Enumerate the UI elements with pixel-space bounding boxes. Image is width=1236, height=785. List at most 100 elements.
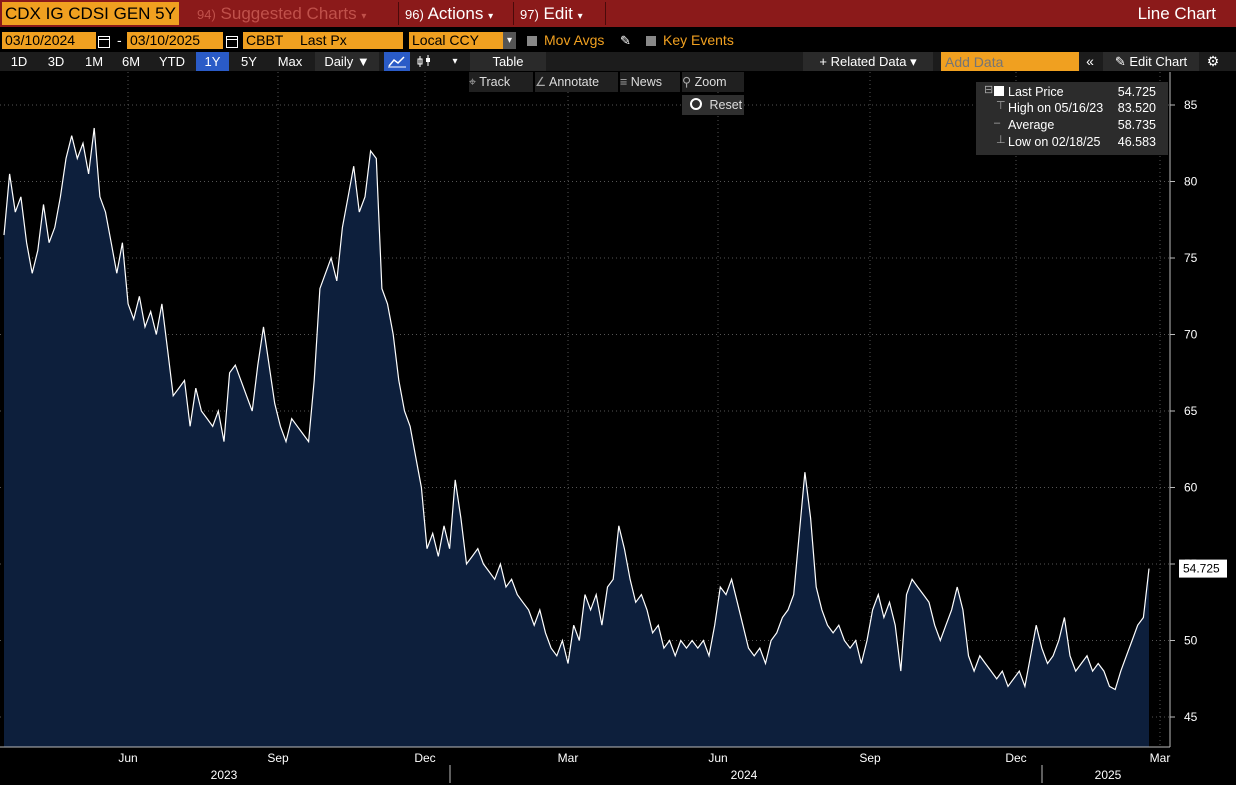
gear-icon[interactable]: ⚙ [1206,53,1220,69]
low-marker-icon: ⊥ [996,134,1006,146]
suggested-charts-menu[interactable]: 94) Suggested Charts ▾ [192,2,371,25]
pencil-icon[interactable]: ✎ [620,33,631,48]
title-bar [0,0,1236,27]
view-title: Line Chart [1137,4,1216,23]
actions-label: Actions [427,4,484,23]
actions-menu[interactable]: 96) Actions ▾ [400,2,498,25]
reset-icon [690,98,702,110]
date-separator: - [117,32,122,48]
news-tool[interactable]: ≡ News [620,72,680,92]
key-events-checkbox[interactable] [646,36,656,46]
chevron-down-icon: ▾ [361,11,367,22]
suggested-charts-number: 94) [197,7,216,22]
period-1m[interactable]: 1M [84,54,104,69]
calendar-icon[interactable] [98,36,110,48]
legend-avg-label: Average [1008,118,1055,132]
end-date-field[interactable]: 03/10/2025 [127,32,223,49]
legend-high-label: High on 05/16/23 [1008,101,1104,115]
legend-low-label: Low on 02/18/25 [1008,135,1101,149]
x-year-label: 2025 [1095,768,1122,782]
y-tick-label: 45 [1184,710,1198,724]
period-1d[interactable]: 1D [10,54,28,69]
legend-low: ⊥ Low on 02/18/25 46.583 [976,134,1168,150]
last-value-tag-label: 54.725 [1183,562,1220,576]
x-month-label: Dec [1005,751,1026,765]
legend-swatch[interactable] [994,86,1004,96]
x-month-label: Mar [1150,751,1171,765]
candlestick-icon[interactable] [412,52,436,71]
header-divider [398,2,399,25]
x-year-label: 2024 [731,768,758,782]
period-1y[interactable]: 1Y [196,52,229,71]
start-date-field[interactable]: 03/10/2024 [2,32,96,49]
search-icon: ⚲ [682,75,692,89]
period-max[interactable]: Max [277,54,303,69]
table-button[interactable]: Table [470,52,546,71]
y-tick-label: 85 [1184,98,1198,112]
x-axis: Jun Sep Dec Mar Jun Sep Dec Mar 2023 2024 2025 [0,746,1171,783]
header-divider [513,2,514,25]
actions-number: 96) [405,7,424,22]
last-value-tag [1179,559,1227,578]
legend-last-value: 54.725 [1117,85,1156,99]
chevron-down-icon[interactable]: ▾ [452,56,458,67]
x-month-label: Mar [558,751,579,765]
legend-last-price: ⊟ Last Price 54.725 [976,84,1168,100]
key-events-label[interactable]: Key Events [663,32,734,48]
y-axis: 45505560657075808554.725 [1169,72,1227,747]
legend-high-value: 83.520 [1117,101,1156,115]
pricing-source-field[interactable]: CBBT [243,32,297,49]
annotate-label: Annotate [549,75,600,89]
average-marker-icon: – [994,117,1001,129]
chevron-down-icon[interactable]: ▾ [503,32,516,49]
suggested-charts-label: Suggested Charts [220,4,357,23]
zoom-tool[interactable]: ⚲ Zoom [682,72,744,92]
price-area-fill [4,128,1149,747]
add-data-input[interactable] [941,52,1079,71]
mov-avgs-checkbox[interactable] [527,36,537,46]
field-selector[interactable]: Last Px [297,32,403,49]
frequency-selector[interactable]: Daily ▼ [315,52,379,71]
legend-avg-value: 58.735 [1117,118,1156,132]
legend-high: ⊤ High on 05/16/23 83.520 [976,100,1168,116]
line-chart-icon[interactable] [384,52,410,71]
annotate-icon: ∠ [535,75,547,89]
period-6m[interactable]: 6M [121,54,141,69]
ticker-field[interactable]: CDX IG CDSI GEN 5Y [2,2,179,25]
currency-selector[interactable]: Local CCY [409,32,507,49]
period-5y[interactable]: 5Y [241,54,257,69]
calendar-icon[interactable] [226,36,238,48]
reset-label: Reset [709,98,743,112]
track-tool[interactable]: ⌖ Track [469,72,533,92]
edit-chart-button[interactable]: ✎ Edit Chart [1103,52,1199,71]
y-tick-label: 65 [1184,404,1198,418]
price-line [3,127,1150,691]
period-3d[interactable]: 3D [47,54,65,69]
chevron-down-icon: ▾ [577,11,583,22]
crosshair-icon: ⌖ [469,75,477,89]
period-ytd[interactable]: YTD [159,54,185,69]
edit-menu[interactable]: 97) Edit ▾ [515,2,588,25]
price-chart[interactable]: 45505560657075808554.725 JunSepDecMarJun… [0,72,1236,785]
y-tick-label: 75 [1184,251,1198,265]
zoom-label: Zoom [694,75,727,89]
legend-average: – Average 58.735 [976,117,1168,133]
y-tick-label: 50 [1184,634,1198,648]
related-data-button[interactable]: + Related Data ▾ [803,52,933,71]
legend-collapse-icon[interactable]: ⊟ [984,84,994,96]
legend-last-label: Last Price [1008,85,1064,99]
collapse-icon[interactable]: « [1086,53,1094,69]
chart-legend: ⊟ Last Price 54.725 ⊤ High on 05/16/23 8… [976,82,1168,155]
reset-button[interactable]: Reset [682,95,744,115]
y-tick-label: 60 [1184,481,1198,495]
annotate-tool[interactable]: ∠ Annotate [535,72,618,92]
x-year-label: 2023 [211,768,238,782]
x-month-label: Sep [859,751,881,765]
track-label: Track [479,75,511,89]
high-marker-icon: ⊤ [996,100,1006,112]
x-month-label: Jun [708,751,727,765]
x-month-label: Jun [118,751,137,765]
pencil-icon: ✎ [1114,54,1126,69]
x-month-label: Dec [414,751,435,765]
mov-avgs-label[interactable]: Mov Avgs [544,32,605,48]
